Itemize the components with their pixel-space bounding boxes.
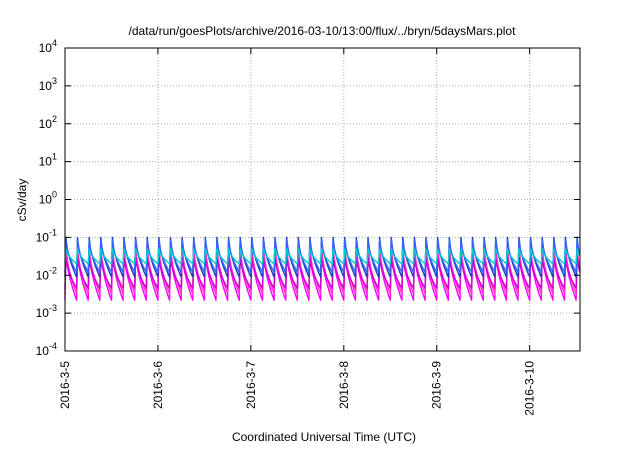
grid-lines [65,48,580,351]
x-tick-label: 2016-3-9 [430,361,444,409]
x-tick-label: 2016-3-6 [151,361,165,409]
y-tick-label: 10-2 [36,265,57,282]
y-tick-label: 104 [39,38,57,55]
y-tick-label: 10-1 [36,227,57,244]
y-tick-label: 102 [39,114,57,131]
y-tick-label: 10-3 [36,303,57,320]
chart-title: /data/run/goesPlots/archive/2016-03-10/1… [129,24,517,38]
series-line [64,248,581,265]
plot-area-frame [64,47,581,352]
y-axis-label: cSv/day [15,179,29,222]
y-tick-label: 101 [39,152,57,169]
y-tick-label: 100 [39,190,57,207]
y-tick-label: 103 [39,76,57,93]
axes: 10-4 10-3 10-2 10-1 100 101 102 103 104 2016-3-5 2… [36,38,580,416]
x-tick-label: 2016-3-10 [523,361,537,416]
x-axis-label: Coordinated Universal Time (UTC) [232,430,416,444]
series-line [64,256,581,290]
x-tick-label: 2016-3-8 [337,361,351,409]
data-series [64,236,581,301]
x-tick-label: 2016-3-7 [244,361,258,409]
y-tick-label: 10-4 [36,341,57,358]
x-tick-label: 2016-3-5 [58,361,72,409]
